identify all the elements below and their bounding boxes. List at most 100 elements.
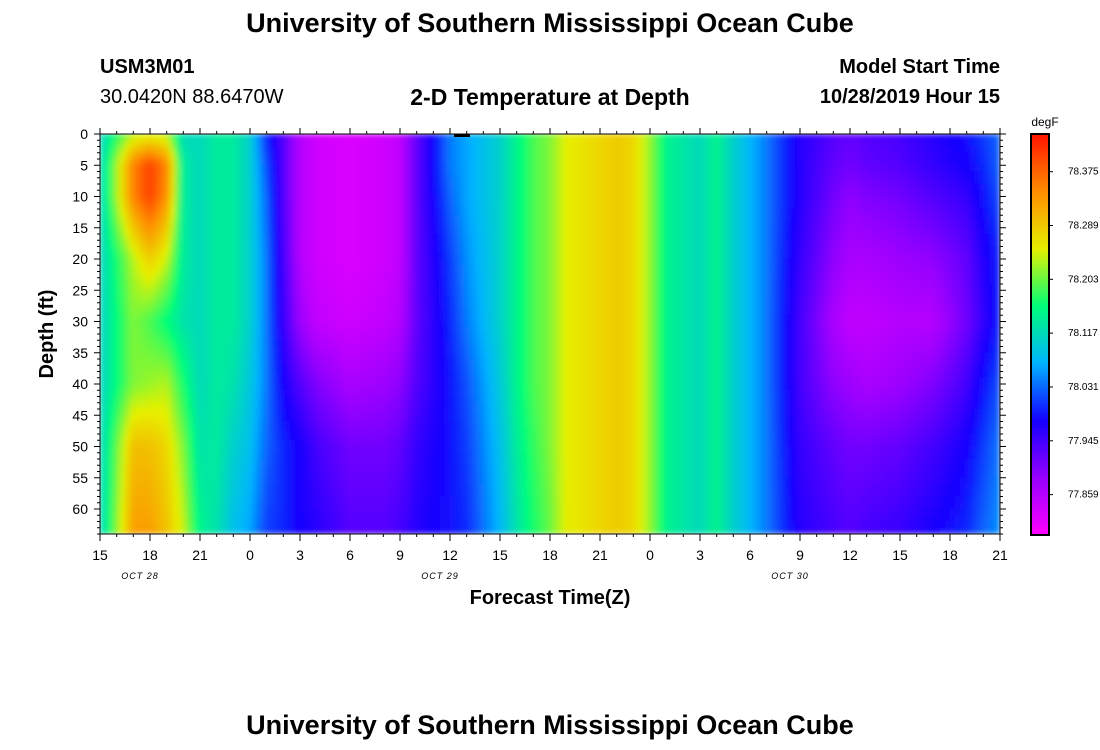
heatmap-cell <box>289 302 296 310</box>
heatmap-cell <box>404 327 411 335</box>
heatmap-cell <box>459 458 466 466</box>
heatmap-cell <box>374 352 381 360</box>
heatmap-cell <box>219 439 226 447</box>
heatmap-cell <box>244 527 251 534</box>
heatmap-cell <box>469 239 476 247</box>
heatmap-cell <box>439 196 446 204</box>
heatmap-cell <box>214 134 221 141</box>
heatmap-cell <box>134 383 141 391</box>
heatmap-cell <box>264 177 271 185</box>
heatmap-cell <box>254 439 261 447</box>
heatmap-cell <box>289 139 296 147</box>
heatmap-cell <box>344 496 351 504</box>
heatmap-cell <box>449 477 456 485</box>
heatmap-cell <box>279 333 286 341</box>
heatmap-cell <box>229 246 236 254</box>
heatmap-cell <box>214 364 221 372</box>
heatmap-cell <box>429 383 436 391</box>
heatmap-cell <box>154 296 161 304</box>
heatmap-cell <box>349 321 356 329</box>
heatmap-cell <box>274 296 281 304</box>
heatmap-cell <box>204 152 211 160</box>
heatmap-cell <box>249 471 256 479</box>
heatmap-cell <box>314 258 321 266</box>
heatmap-cell <box>484 134 491 141</box>
heatmap-cell <box>100 477 106 485</box>
heatmap-cell <box>234 489 241 497</box>
heatmap-cell <box>254 189 261 197</box>
heatmap-cell <box>100 233 106 241</box>
heatmap-cell <box>249 289 256 297</box>
heatmap-cell <box>114 439 121 447</box>
heatmap-cell <box>259 402 266 410</box>
heatmap-cell <box>334 214 341 222</box>
heatmap-cell <box>144 214 151 222</box>
heatmap-cell <box>209 458 216 466</box>
heatmap-cell <box>404 277 411 285</box>
heatmap-cell <box>334 277 341 285</box>
heatmap-cell <box>414 364 421 372</box>
heatmap-cell <box>399 152 406 160</box>
heatmap-cell <box>469 439 476 447</box>
heatmap-cell <box>354 477 361 485</box>
heatmap-cell <box>109 183 116 191</box>
heatmap-cell <box>214 396 221 404</box>
heatmap-cell <box>174 221 181 229</box>
heatmap-cell <box>219 277 226 285</box>
heatmap-cell <box>374 414 381 422</box>
heatmap-cell <box>414 446 421 454</box>
heatmap-cell <box>434 283 441 291</box>
heatmap-cell <box>189 271 196 279</box>
heatmap-cell <box>104 264 111 272</box>
heatmap-cell <box>134 189 141 197</box>
heatmap-cell <box>204 277 211 285</box>
heatmap-cell <box>419 146 426 154</box>
heatmap-cell <box>174 458 181 466</box>
heatmap-cell <box>224 477 231 485</box>
heatmap-cell <box>459 521 466 529</box>
heatmap-cell <box>389 214 396 222</box>
heatmap-cell <box>224 296 231 304</box>
heatmap-cell <box>219 427 226 435</box>
heatmap-cell <box>289 489 296 497</box>
heatmap-cell <box>114 302 121 310</box>
heatmap-cell <box>299 452 306 460</box>
heatmap-cell <box>384 383 391 391</box>
heatmap-cell <box>419 471 426 479</box>
heatmap-cell <box>144 414 151 422</box>
heatmap-cell <box>104 308 111 316</box>
heatmap-cell <box>199 302 206 310</box>
heatmap-cell <box>349 171 356 179</box>
heatmap-cell <box>139 458 146 466</box>
heatmap-cell <box>199 264 206 272</box>
heatmap-cell <box>384 514 391 522</box>
heatmap-cell <box>334 502 341 510</box>
heatmap-cell <box>349 208 356 216</box>
heatmap-cell <box>354 414 361 422</box>
heatmap-cell <box>359 158 366 166</box>
heatmap-cell <box>349 389 356 397</box>
heatmap-cell <box>434 177 441 185</box>
heatmap-cell <box>394 496 401 504</box>
heatmap-cell <box>374 152 381 160</box>
heatmap-cell <box>264 283 271 291</box>
heatmap-cell <box>474 402 481 410</box>
heatmap-cell <box>129 458 136 466</box>
heatmap-cell <box>414 246 421 254</box>
heatmap-cell <box>209 196 216 204</box>
heatmap-cell <box>309 221 316 229</box>
heatmap-cell <box>424 171 431 179</box>
heatmap-cell <box>254 289 261 297</box>
heatmap-cell <box>349 489 356 497</box>
heatmap-cell <box>189 246 196 254</box>
heatmap-cell <box>219 408 226 416</box>
heatmap-cell <box>374 346 381 354</box>
heatmap-cell <box>329 358 336 366</box>
heatmap-cell <box>299 227 306 235</box>
heatmap-cell <box>424 321 431 329</box>
heatmap-cell <box>384 502 391 510</box>
heatmap-cell <box>229 221 236 229</box>
heatmap-cell <box>409 196 416 204</box>
heatmap-cell <box>139 508 146 516</box>
heatmap-cell <box>479 502 486 510</box>
